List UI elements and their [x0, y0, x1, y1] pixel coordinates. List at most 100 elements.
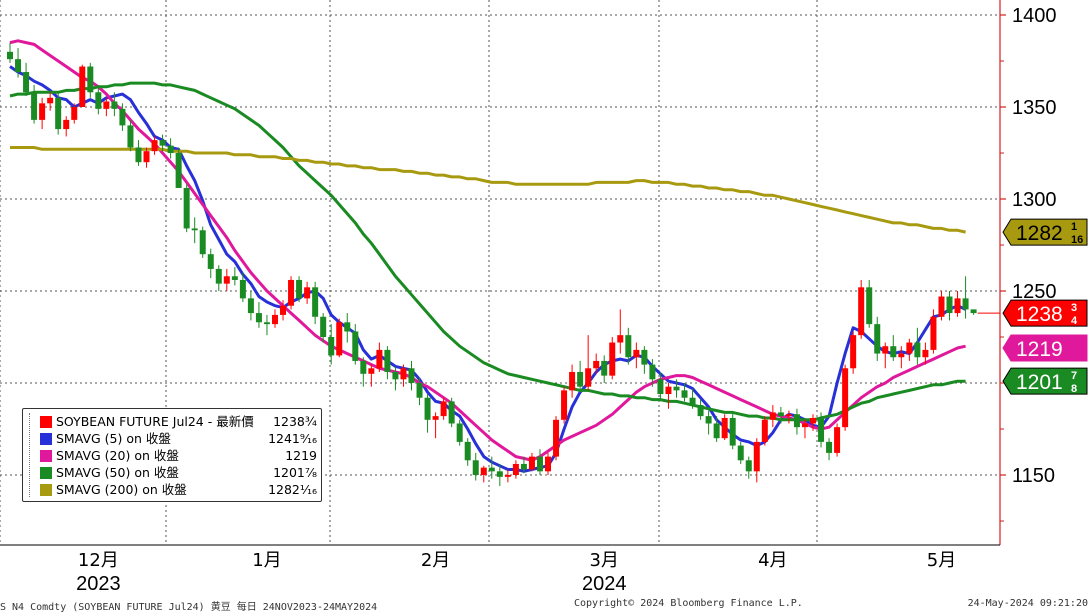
legend-item-sma20: SMAVG (20) on 收盤 1219 — [23, 447, 321, 465]
candle-body — [906, 342, 913, 354]
candle-body — [384, 349, 391, 372]
candle-body — [593, 360, 600, 369]
candle-body — [336, 322, 343, 356]
candle-body — [288, 279, 295, 306]
price-tag-frac-den: 8 — [1071, 383, 1077, 395]
candle-body — [143, 151, 150, 163]
candle-body — [376, 349, 383, 369]
candle-body — [7, 51, 13, 60]
candle-body — [890, 346, 897, 358]
x-month-label: 1月 — [252, 550, 281, 571]
candle-body — [360, 360, 367, 374]
price-tag-frac-num: 3 — [1071, 302, 1077, 314]
y-tick-label: 1150 — [1012, 465, 1055, 487]
candle-body — [561, 390, 568, 420]
legend-item-price: SOYBEAN FUTURE Jul24 - 最新價 1238¾ — [23, 413, 321, 431]
candle-body — [191, 228, 198, 231]
candle-body — [745, 460, 752, 472]
x-month-label: 3月 — [589, 550, 618, 571]
candle-body — [344, 322, 351, 332]
candle-body — [135, 147, 142, 163]
y-tick-label: 1300 — [1012, 189, 1057, 211]
candle-body — [665, 386, 672, 395]
candle-body — [111, 101, 118, 109]
candle-body — [553, 419, 560, 457]
candle-body — [496, 471, 503, 477]
candle-body — [239, 279, 246, 299]
candle-body — [368, 368, 375, 374]
candle-body — [962, 298, 969, 310]
price-tag-frac-num: 7 — [1071, 370, 1077, 382]
candle-body — [649, 364, 656, 380]
candle-body — [352, 331, 359, 361]
legend-label-sma200: SMAVG (200) on 收盤 — [56, 482, 187, 497]
price-tag-label: 1282 — [1016, 222, 1063, 245]
candle-body — [930, 316, 937, 350]
candle-body — [801, 423, 808, 428]
candle-body — [440, 401, 447, 417]
candle-body — [689, 397, 696, 406]
price-tag-frac-den: 4 — [1071, 315, 1078, 327]
price-tag-label: 1219 — [1016, 338, 1063, 361]
candle-body — [263, 322, 270, 325]
candle-body — [753, 441, 760, 472]
candle-body — [713, 423, 720, 439]
candle-body — [577, 371, 584, 387]
candle-body — [95, 92, 102, 109]
candle-body — [159, 140, 166, 146]
candle-body — [167, 145, 174, 153]
candle-body — [488, 467, 495, 472]
legend-value-sma200: 1282¹⁄₁₆ — [268, 482, 317, 497]
candle-body — [183, 187, 190, 229]
x-year-label: 2023 — [76, 573, 121, 595]
candle-body — [296, 279, 303, 299]
legend-label-price: SOYBEAN FUTURE Jul24 - 最新價 — [56, 414, 254, 429]
legend-value-price: 1238¾ — [273, 414, 317, 429]
candle-body — [673, 386, 680, 391]
footer-ticker-info: S N4 Comdty (SOYBEAN FUTURE Jul24) 黄豆 每日… — [0, 602, 378, 613]
candle-body — [432, 416, 439, 420]
candle-body — [834, 427, 841, 453]
candle-body — [304, 287, 311, 299]
legend-value-sma50: 1201⁷⁄₈ — [273, 465, 317, 480]
legend: SOYBEAN FUTURE Jul24 - 最新價 1238¾ SMAVG (… — [22, 408, 322, 502]
candle-body — [681, 390, 688, 398]
price-tag — [1002, 334, 1088, 362]
candle-body — [617, 335, 624, 343]
candle-body — [119, 108, 126, 126]
x-month-label: 4月 — [758, 550, 787, 571]
candle-body — [71, 107, 78, 120]
candle-body — [215, 268, 222, 284]
candle-body — [280, 305, 287, 315]
candle-body — [231, 276, 238, 280]
candle-body — [545, 456, 552, 472]
candle-body — [255, 313, 262, 323]
candle-body — [47, 97, 54, 104]
legend-item-sma50: SMAVG (50) on 收盤 1201⁷⁄₈ — [23, 464, 321, 482]
candle-body — [504, 475, 511, 477]
candle-body — [207, 254, 214, 269]
legend-swatch-sma200 — [40, 484, 52, 496]
candle-body — [898, 353, 905, 358]
candle-body — [705, 416, 712, 424]
x-month-label: 5月 — [927, 550, 956, 571]
candle-body — [569, 371, 576, 391]
candle-body — [87, 66, 94, 93]
candle-body — [922, 349, 929, 358]
candle-body — [528, 456, 535, 470]
candle-body — [312, 287, 319, 317]
x-month-label: 2月 — [421, 550, 450, 571]
candle-body — [793, 414, 800, 428]
legend-tree-line — [29, 413, 38, 497]
candle-body — [721, 417, 728, 439]
candle-body — [63, 119, 70, 130]
candle-body — [15, 59, 22, 73]
candle-body — [866, 287, 873, 325]
candle-body — [464, 441, 471, 461]
candle-body — [737, 445, 744, 461]
legend-value-sma5: 1241⁹⁄₁₆ — [268, 431, 317, 446]
candle-body — [424, 397, 431, 420]
candle-body — [938, 296, 945, 317]
candle-body — [392, 371, 399, 380]
legend-swatch-sma50 — [40, 467, 52, 479]
